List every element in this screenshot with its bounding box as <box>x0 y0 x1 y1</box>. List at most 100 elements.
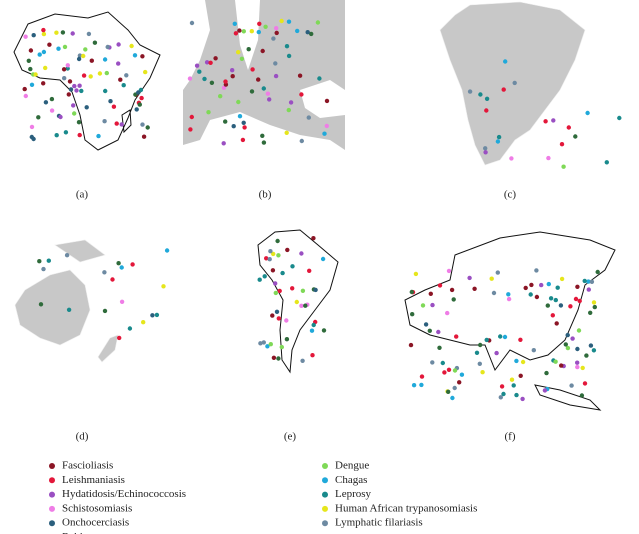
map-dot <box>271 36 276 41</box>
map-north-america <box>439 1 586 166</box>
map-dot <box>68 87 74 92</box>
map-dot <box>520 359 526 365</box>
map-dot <box>311 322 316 328</box>
legend-swatch <box>49 505 55 512</box>
map-dot <box>89 58 95 63</box>
map-dot <box>143 69 148 75</box>
map-dot <box>286 107 291 113</box>
map-dot <box>290 286 295 291</box>
map-dot <box>232 21 237 26</box>
map-dot <box>187 76 193 81</box>
map-dot <box>29 82 35 88</box>
map-dot <box>502 334 508 340</box>
map-dot <box>484 96 490 102</box>
map-dot <box>457 380 462 385</box>
map-dot <box>286 53 292 59</box>
map-dot <box>324 98 330 104</box>
map-dot <box>231 124 236 129</box>
map-dot <box>102 57 108 62</box>
map-dot <box>129 43 134 49</box>
map-dot <box>483 150 488 155</box>
map-australia <box>14 269 91 346</box>
map-dot <box>534 268 539 273</box>
legend-label: Leprosy <box>335 488 372 500</box>
map-dot <box>209 80 215 86</box>
map-dot <box>545 303 550 308</box>
map-dot <box>427 328 432 333</box>
map-dot <box>223 119 228 124</box>
map-dot <box>261 340 266 345</box>
map-dot <box>104 70 110 76</box>
panel-labels: (a) (b) (c) (d) (e) (f) <box>76 189 517 443</box>
map-dot <box>58 114 63 120</box>
map-dot <box>588 310 593 315</box>
map-dot <box>570 336 575 341</box>
map-dot <box>569 383 574 388</box>
map-dot <box>76 56 82 62</box>
map-dot <box>446 367 452 372</box>
map-dot <box>256 77 261 82</box>
legend: Fascioliasis Leishmaniasis Hydatidosis/Ech… <box>49 460 477 534</box>
legend-label: Human African trypanosomiasis <box>335 502 477 514</box>
map-dot <box>566 125 571 130</box>
map-dot <box>410 312 415 317</box>
map-dot <box>419 382 424 388</box>
map-dot <box>299 303 304 308</box>
map-dot <box>315 20 321 25</box>
map-dot <box>576 328 582 333</box>
map-dot <box>134 107 139 112</box>
legend-label: Schistosomiasis <box>62 502 132 514</box>
map-dot <box>77 53 83 58</box>
map-dot <box>311 236 316 241</box>
map-africa <box>13 11 161 151</box>
map-dot <box>54 133 59 138</box>
map-dot <box>276 356 281 361</box>
legend-label: Lymphatic filariasis <box>335 517 423 529</box>
map-dot <box>102 308 108 314</box>
map-dot <box>553 297 558 303</box>
map-dot <box>580 365 585 371</box>
map-dot <box>324 123 329 129</box>
map-dot <box>430 302 435 308</box>
map-dot <box>189 114 194 120</box>
map-dot <box>300 358 305 363</box>
map-dot <box>218 94 223 99</box>
map-dot <box>309 328 315 333</box>
legend-label: Hydatidosis/Echinococcosis <box>62 488 186 500</box>
legend-swatch <box>322 477 328 484</box>
map-dot <box>459 372 465 377</box>
map-dot <box>310 353 315 358</box>
legend-swatch <box>49 463 55 469</box>
map-dot <box>305 30 310 35</box>
map-dot <box>197 69 202 74</box>
map-dot <box>297 73 303 78</box>
map-dot <box>189 20 195 26</box>
map-dot <box>450 395 455 401</box>
panel-label: (f) <box>505 431 516 443</box>
map-dot <box>474 350 480 355</box>
map-dot <box>249 29 254 34</box>
map-dot <box>548 296 554 301</box>
panel-label: (b) <box>259 189 272 201</box>
map-dot <box>440 360 445 366</box>
map-dot <box>28 48 34 53</box>
legend-swatch <box>322 491 328 498</box>
map-dot <box>306 115 311 120</box>
map-dot <box>84 105 89 110</box>
map-dot <box>511 383 516 388</box>
map-dot <box>503 59 508 64</box>
map-dot <box>419 374 425 379</box>
map-dot <box>313 287 318 293</box>
map-dot <box>63 130 69 135</box>
map-dot <box>543 119 548 124</box>
map-dot <box>60 30 66 35</box>
map-dot <box>264 256 269 261</box>
map-dot <box>256 29 261 35</box>
map-dot <box>237 28 242 33</box>
map-dot <box>263 24 268 29</box>
map-dot <box>28 66 33 72</box>
map-dot <box>528 292 533 297</box>
map-dot <box>119 299 125 304</box>
map-new-guinea <box>54 239 106 263</box>
